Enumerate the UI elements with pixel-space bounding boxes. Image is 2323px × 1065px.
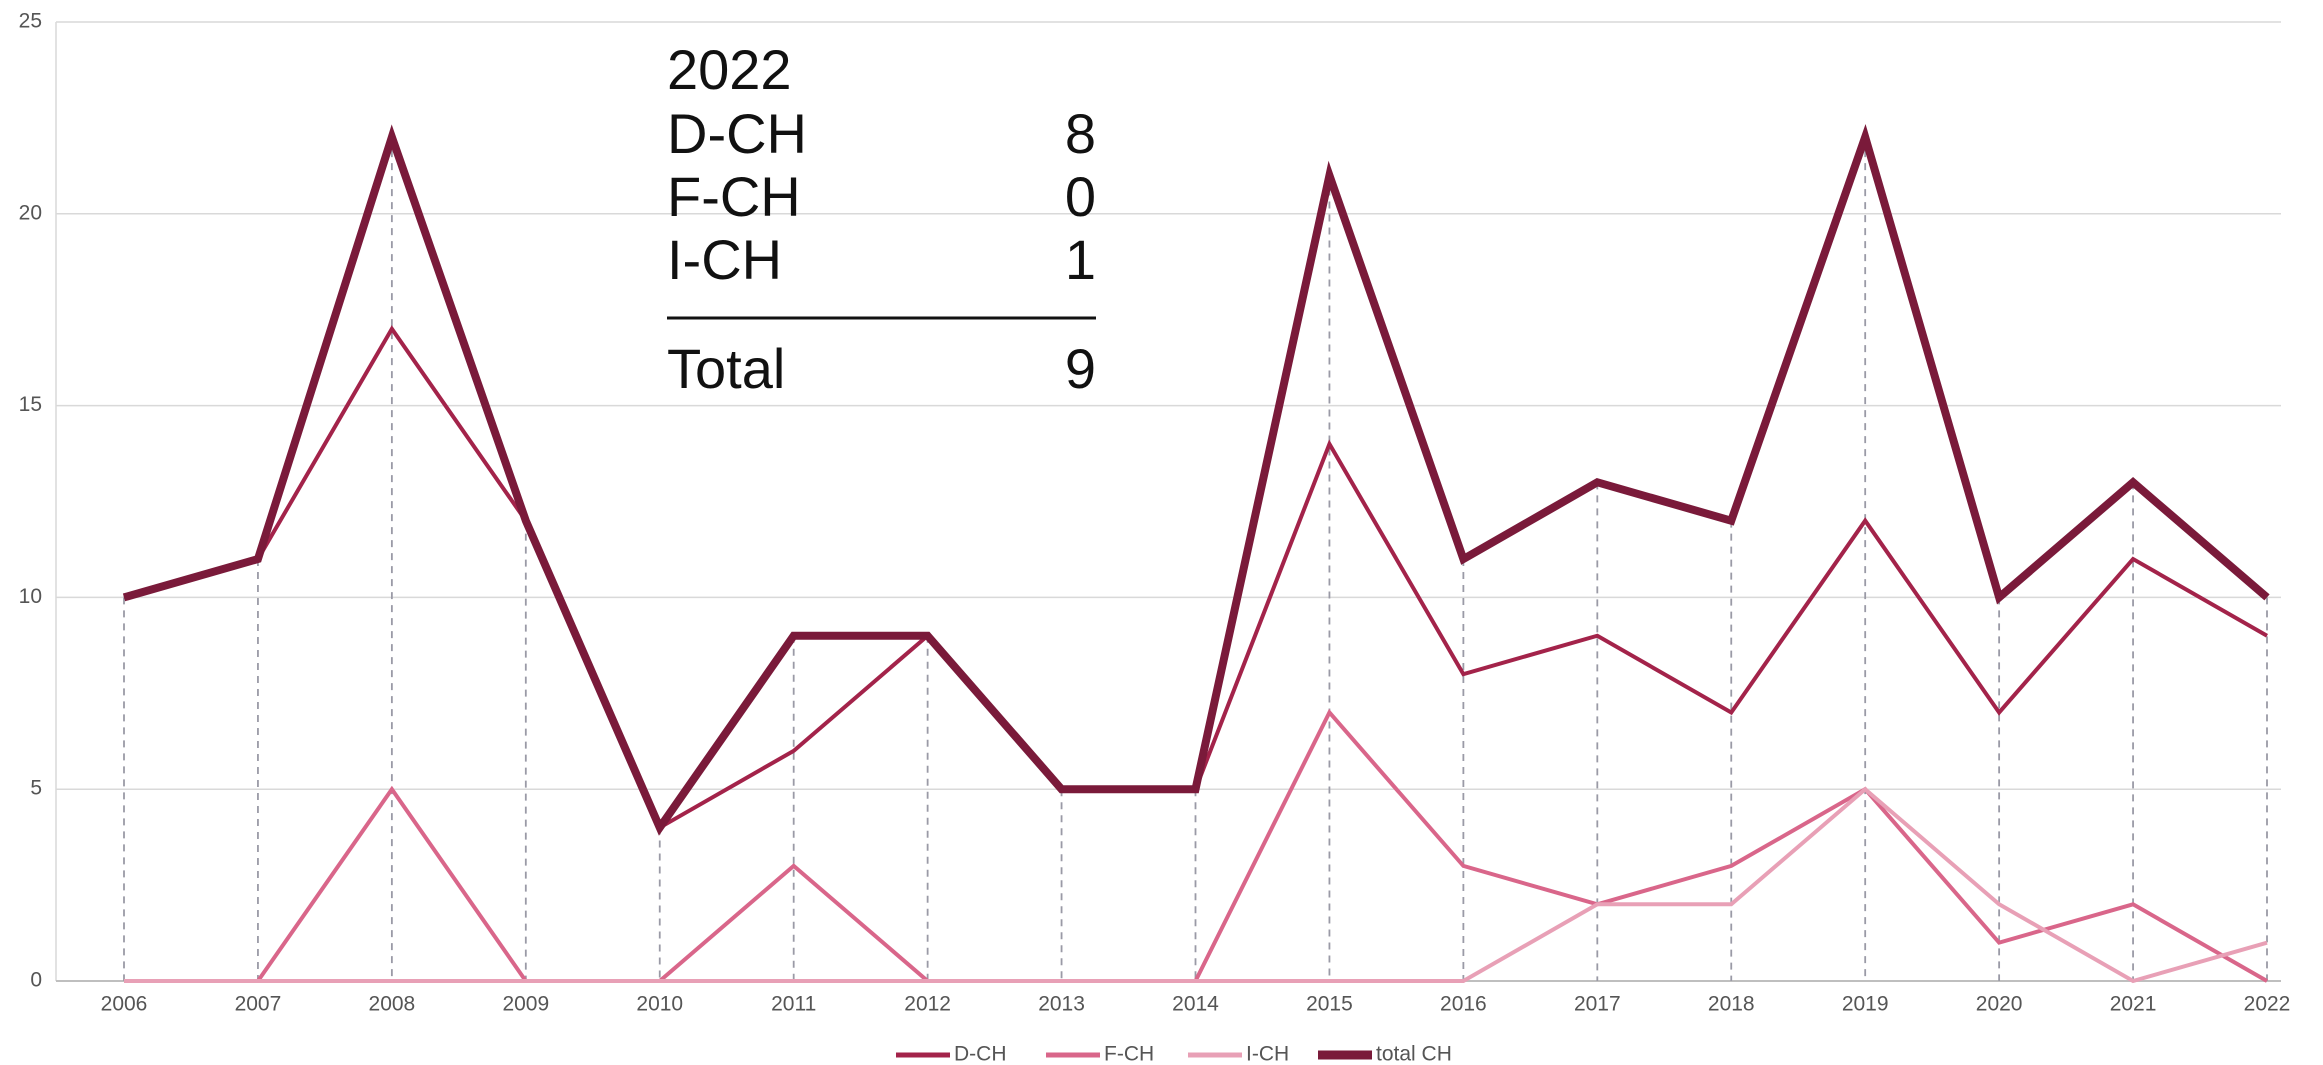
annotation-label: I-CH bbox=[667, 228, 782, 291]
series-line bbox=[122, 123, 2270, 836]
y-tick-label: 5 bbox=[30, 777, 42, 800]
x-tick-label: 2010 bbox=[636, 993, 683, 1016]
y-tick-label: 0 bbox=[30, 969, 42, 992]
y-tick-label: 15 bbox=[19, 393, 42, 416]
annotation-value: 8 bbox=[1065, 102, 1096, 165]
x-tick-label: 2012 bbox=[904, 993, 951, 1016]
x-tick-label: 2020 bbox=[1976, 993, 2023, 1016]
x-tick-label: 2022 bbox=[2244, 993, 2291, 1016]
x-tick-label: 2019 bbox=[1842, 993, 1889, 1016]
annotation-label: D-CH bbox=[667, 102, 807, 165]
annotation-value: 1 bbox=[1065, 228, 1096, 291]
x-tick-label: 2013 bbox=[1038, 993, 1085, 1016]
annotation-label: F-CH bbox=[667, 165, 801, 228]
x-tick-label: 2021 bbox=[2110, 993, 2157, 1016]
legend-label: I-CH bbox=[1246, 1043, 1289, 1065]
x-tick-label: 2009 bbox=[502, 993, 549, 1016]
x-tick-label: 2018 bbox=[1708, 993, 1755, 1016]
legend-label: D-CH bbox=[954, 1043, 1007, 1065]
x-tick-label: 2006 bbox=[101, 993, 148, 1016]
x-tick-label: 2017 bbox=[1574, 993, 1621, 1016]
x-tick-label: 2015 bbox=[1306, 993, 1353, 1016]
legend-label: F-CH bbox=[1104, 1043, 1154, 1065]
annotation-total-label: Total bbox=[667, 337, 785, 400]
y-tick-label: 25 bbox=[19, 10, 42, 33]
y-tick-label: 10 bbox=[19, 585, 42, 608]
series-line bbox=[124, 786, 2268, 984]
annotation-title: 2022 bbox=[667, 38, 792, 101]
x-tick-label: 2014 bbox=[1172, 993, 1219, 1016]
annotation-value: 0 bbox=[1065, 165, 1096, 228]
legend-label: total CH bbox=[1376, 1043, 1452, 1065]
annotation-total-value: 9 bbox=[1065, 337, 1096, 400]
x-tick-label: 2007 bbox=[235, 993, 282, 1016]
x-tick-label: 2008 bbox=[369, 993, 416, 1016]
x-tick-label: 2011 bbox=[771, 993, 816, 1016]
y-tick-label: 20 bbox=[19, 201, 42, 224]
x-tick-label: 2016 bbox=[1440, 993, 1487, 1016]
